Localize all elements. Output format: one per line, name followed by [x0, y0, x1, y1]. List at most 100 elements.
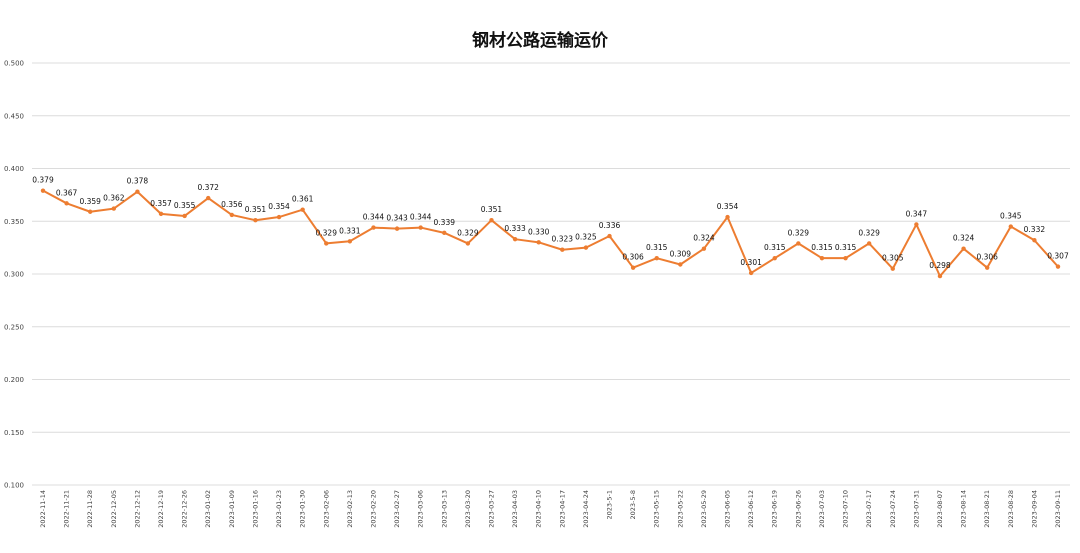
x-tick-label: 2023-08-07 [936, 490, 944, 528]
data-point [253, 217, 258, 223]
x-tick-label: 2022-12-19 [157, 490, 165, 528]
x-tick-label: 2023-08-14 [960, 490, 968, 528]
data-label: 0.329 [788, 228, 810, 237]
data-label: 0.330 [528, 227, 550, 236]
x-tick-label: 2023-07-31 [912, 490, 920, 528]
data-point [206, 195, 211, 201]
x-tick-label: 2023-08-28 [1007, 490, 1015, 528]
data-point [111, 206, 117, 211]
data-label: 0.355 [174, 201, 196, 210]
x-tick-label: 2023-03-13 [440, 490, 448, 528]
data-label: 0.359 [79, 197, 101, 206]
data-label: 0.351 [481, 205, 503, 214]
series-points [40, 188, 1061, 279]
data-label: 0.379 [32, 176, 54, 185]
x-tick-label: 2023-02-13 [346, 490, 354, 528]
x-tick-label: 2022-12-26 [181, 490, 189, 528]
data-label: 0.329 [457, 228, 479, 237]
data-label: 0.324 [693, 234, 715, 243]
data-point [654, 255, 659, 261]
data-point [229, 212, 235, 218]
y-tick-label: 0.350 [4, 218, 24, 226]
x-tick-label: 2023-04-24 [582, 490, 590, 528]
data-point [914, 222, 919, 227]
data-label: 0.357 [150, 199, 172, 208]
x-tick-label: 2023-09-04 [1030, 490, 1038, 528]
x-tick-label: 2023-01-02 [204, 490, 212, 528]
data-point [607, 233, 612, 239]
data-point [347, 239, 353, 244]
data-point [489, 217, 494, 223]
data-point [796, 241, 801, 246]
data-point [819, 255, 825, 261]
x-tick-label: 2023-04-10 [535, 490, 543, 528]
x-tick-label: 2023-05-29 [700, 490, 708, 528]
data-label: 0.325 [575, 233, 597, 242]
data-label: 0.324 [953, 234, 975, 243]
data-label: 0.356 [221, 200, 243, 209]
x-tick-label: 2023-07-03 [818, 490, 826, 528]
data-point [158, 211, 164, 217]
y-axis-ticks: 0.100 0.150 0.200 0.250 0.300 0.350 0.400 0.450… [4, 60, 24, 490]
data-label: 0.372 [197, 183, 219, 192]
y-tick-label: 0.150 [4, 429, 24, 437]
x-tick-label: 2023-05-22 [676, 490, 684, 528]
data-point [678, 262, 683, 267]
x-tick-label: 2023-06-26 [794, 490, 802, 528]
data-label: 0.309 [670, 250, 692, 259]
data-label: 0.315 [811, 243, 833, 252]
data-label: 0.347 [906, 209, 928, 218]
x-tick-label: 2023-06-05 [724, 490, 732, 528]
data-label: 0.332 [1024, 225, 1046, 234]
series-polyline [42, 189, 1059, 278]
data-point [1055, 264, 1061, 269]
data-label: 0.305 [882, 254, 904, 263]
x-tick-label: 2023-02-06 [322, 490, 330, 528]
data-point [560, 247, 565, 252]
data-point [276, 214, 282, 220]
y-tick-label: 0.400 [4, 165, 24, 173]
data-label: 0.351 [245, 205, 267, 214]
data-point [866, 241, 872, 246]
data-label: 0.354 [268, 202, 290, 211]
data-label: 0.301 [740, 258, 762, 267]
data-point [984, 265, 990, 270]
y-tick-label: 0.100 [4, 482, 24, 490]
x-tick-label: 2023-04-03 [511, 490, 519, 528]
chart-title: 钢材公路运输运价 [472, 31, 608, 51]
data-point [961, 246, 966, 251]
data-point [890, 266, 895, 271]
x-tick-label: 2023-07-24 [889, 490, 897, 528]
data-point [442, 230, 447, 236]
data-label: 0.336 [599, 221, 621, 230]
data-label: 0.367 [56, 188, 78, 197]
data-point [772, 255, 777, 261]
x-tick-label: 2023-01-16 [251, 490, 259, 528]
x-tick-label: 2022-12-05 [110, 490, 118, 528]
data-label: 0.306 [976, 253, 998, 262]
x-tick-label: 2023-02-20 [369, 490, 377, 528]
data-point [1008, 224, 1013, 229]
data-label: 0.306 [622, 253, 644, 262]
data-point [40, 188, 46, 193]
data-point [418, 225, 423, 230]
data-point [64, 201, 69, 206]
data-point [135, 189, 140, 194]
data-label: 0.362 [103, 194, 125, 203]
x-tick-label: 2023-06-12 [747, 490, 755, 528]
data-point [182, 213, 187, 219]
y-tick-label: 0.500 [4, 60, 24, 68]
y-tick-label: 0.250 [4, 323, 24, 331]
data-point [701, 246, 707, 251]
data-point [937, 273, 943, 279]
data-point [583, 245, 589, 250]
x-tick-label: 2023-5-8 [629, 490, 637, 520]
data-label: 0.315 [646, 243, 668, 252]
data-label: 0.323 [552, 235, 574, 244]
data-label: 0.344 [363, 213, 385, 222]
data-point [394, 226, 400, 231]
series-line [42, 189, 1059, 278]
x-tick-label: 2023-05-15 [653, 490, 661, 528]
